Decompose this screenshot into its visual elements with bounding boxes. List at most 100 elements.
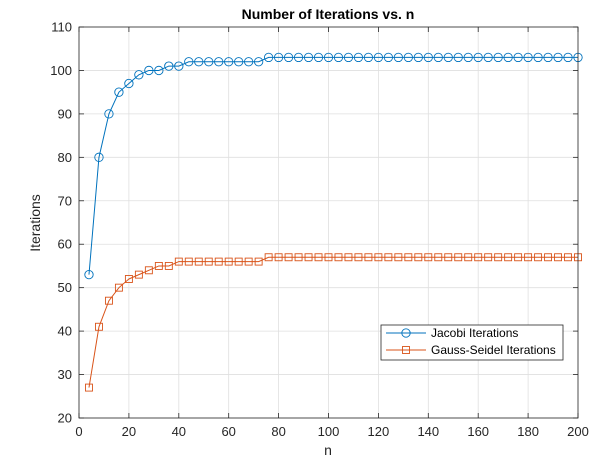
data-point-jacobi-iterations — [473, 52, 483, 63]
data-point-gauss-seidel-iterations — [204, 257, 213, 266]
data-point-jacobi-iterations — [353, 52, 364, 63]
x-tick-label: 160 — [467, 424, 489, 439]
data-point-jacobi-iterations — [84, 269, 94, 280]
data-point-jacobi-iterations — [234, 57, 244, 67]
data-point-gauss-seidel-iterations — [424, 253, 433, 262]
data-point-jacobi-iterations — [403, 52, 413, 63]
data-point-gauss-seidel-iterations — [464, 253, 473, 262]
series-line-gauss-seidel-iterations — [88, 256, 578, 388]
ticks — [78, 26, 579, 419]
data-point-jacobi-iterations — [184, 57, 194, 67]
data-point-jacobi-iterations — [114, 87, 124, 97]
x-tick-labels: 0 20 40 60 80 100 120 140 160 180 200 — [75, 424, 588, 439]
data-point-gauss-seidel-iterations — [504, 253, 513, 262]
x-tick-label: 40 — [172, 424, 186, 439]
x-tick-label: 20 — [122, 424, 136, 439]
data-point-gauss-seidel-iterations — [85, 383, 93, 392]
data-point-jacobi-iterations — [443, 52, 453, 63]
data-point-gauss-seidel-iterations — [384, 253, 393, 262]
y-tick-label: 60 — [58, 237, 72, 252]
data-point-jacobi-iterations — [124, 78, 134, 89]
data-point-jacobi-iterations — [523, 52, 533, 63]
data-point-gauss-seidel-iterations — [324, 253, 333, 262]
data-point-gauss-seidel-iterations — [354, 253, 363, 262]
x-axis-label: n — [324, 442, 332, 458]
data-point-jacobi-iterations — [94, 152, 104, 162]
data-point-jacobi-iterations — [483, 52, 493, 63]
y-tick-label: 20 — [58, 411, 72, 426]
data-point-jacobi-iterations — [503, 52, 513, 63]
data-point-jacobi-iterations — [543, 52, 553, 63]
data-point-gauss-seidel-iterations — [334, 253, 343, 262]
data-point-gauss-seidel-iterations — [104, 296, 113, 305]
series-line-jacobi-iterations — [88, 56, 578, 275]
data-point-jacobi-iterations — [303, 52, 314, 63]
data-point-jacobi-iterations — [253, 57, 264, 67]
data-point-gauss-seidel-iterations — [284, 253, 293, 262]
data-point-jacobi-iterations — [214, 57, 224, 67]
legend-box — [380, 324, 564, 361]
data-point-jacobi-iterations — [293, 52, 304, 63]
data-point-gauss-seidel-iterations — [164, 261, 173, 270]
series-jacobi-iterations — [84, 52, 583, 280]
y-tick-label: 30 — [58, 367, 72, 382]
y-axis-label: Iterations — [27, 194, 43, 252]
legend-label-jacobi: Jacobi Iterations — [431, 326, 518, 340]
y-tick-label: 40 — [58, 324, 72, 339]
data-point-gauss-seidel-iterations — [344, 253, 353, 262]
data-point-gauss-seidel-iterations — [534, 253, 543, 262]
data-point-gauss-seidel-iterations — [174, 257, 183, 266]
x-tick-label: 100 — [318, 424, 340, 439]
data-point-jacobi-iterations — [453, 52, 463, 63]
data-point-gauss-seidel-iterations — [364, 253, 373, 262]
y-tick-labels: 20 30 40 50 60 70 80 90 100 110 — [50, 20, 72, 426]
data-point-jacobi-iterations — [463, 52, 473, 63]
data-point-gauss-seidel-iterations — [444, 253, 453, 262]
data-point-jacobi-iterations — [134, 70, 144, 80]
data-point-gauss-seidel-iterations — [214, 257, 223, 266]
data-point-gauss-seidel-iterations — [234, 257, 243, 266]
x-tick-label: 140 — [417, 424, 439, 439]
data-point-jacobi-iterations — [563, 52, 573, 63]
data-point-gauss-seidel-iterations — [184, 257, 193, 266]
data-point-jacobi-iterations — [423, 52, 433, 63]
data-point-gauss-seidel-iterations — [124, 275, 133, 283]
data-point-gauss-seidel-iterations — [264, 253, 273, 262]
data-point-jacobi-iterations — [194, 57, 204, 67]
data-point-jacobi-iterations — [164, 61, 174, 71]
data-point-gauss-seidel-iterations — [494, 253, 503, 262]
data-point-jacobi-iterations — [273, 52, 284, 63]
data-point-gauss-seidel-iterations — [254, 257, 263, 266]
data-point-jacobi-iterations — [244, 57, 254, 67]
x-tick-label: 120 — [368, 424, 390, 439]
series-gauss-seidel-iterations — [85, 253, 582, 392]
data-point-jacobi-iterations — [313, 52, 324, 63]
data-point-gauss-seidel-iterations — [514, 253, 523, 262]
data-point-gauss-seidel-iterations — [274, 253, 283, 262]
data-point-gauss-seidel-iterations — [294, 253, 303, 262]
y-tick-label: 50 — [58, 280, 72, 295]
data-point-gauss-seidel-iterations — [434, 253, 443, 262]
legend: Jacobi Iterations Gauss-Seidel Iteration… — [380, 324, 564, 361]
data-point-jacobi-iterations — [154, 65, 164, 76]
data-point-gauss-seidel-iterations — [454, 253, 463, 262]
data-point-jacobi-iterations — [343, 52, 354, 63]
data-point-jacobi-iterations — [263, 52, 274, 63]
data-point-jacobi-iterations — [373, 52, 384, 63]
data-point-jacobi-iterations — [553, 52, 563, 63]
data-point-gauss-seidel-iterations — [224, 257, 233, 266]
y-tick-label: 100 — [50, 63, 72, 78]
x-tick-label: 180 — [517, 424, 539, 439]
data-point-gauss-seidel-iterations — [554, 253, 562, 262]
data-point-gauss-seidel-iterations — [484, 253, 493, 262]
data-point-jacobi-iterations — [533, 52, 543, 63]
y-tick-label: 110 — [51, 20, 72, 35]
data-point-jacobi-iterations — [283, 52, 294, 63]
data-point-gauss-seidel-iterations — [544, 253, 553, 262]
x-tick-label: 0 — [75, 424, 82, 439]
legend-marker-jacobi — [401, 328, 411, 338]
data-point-jacobi-iterations — [393, 52, 404, 63]
data-point-gauss-seidel-iterations — [474, 253, 483, 262]
data-point-gauss-seidel-iterations — [414, 253, 423, 262]
x-tick-label: 60 — [221, 424, 235, 439]
